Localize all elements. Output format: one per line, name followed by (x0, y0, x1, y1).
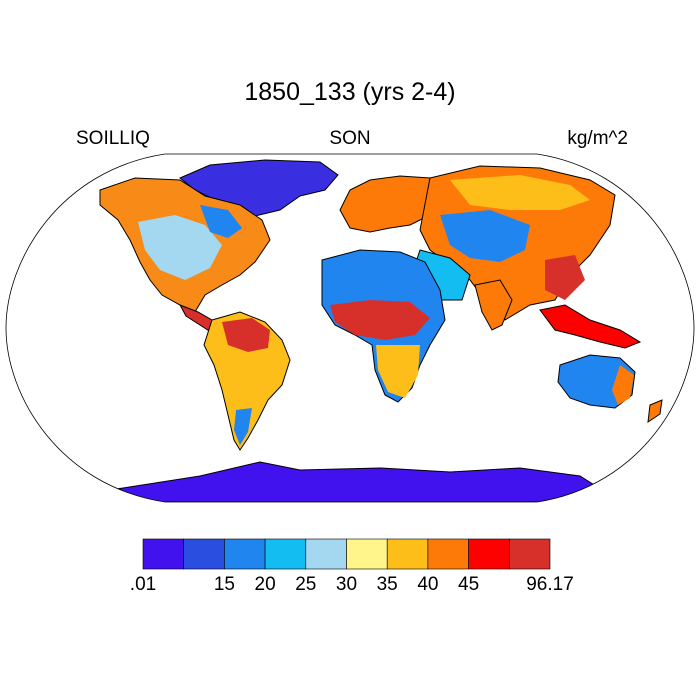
colorbar-swatch (183, 538, 225, 570)
new-zealand-region (647, 399, 663, 424)
colorbar (142, 538, 551, 570)
colorbar-swatch (427, 538, 469, 570)
land-fields (99, 159, 663, 502)
southeast-asia-region (539, 304, 642, 349)
india-region (474, 279, 513, 331)
globe-outline (5, 153, 695, 503)
colorbar-tick-label: 45 (458, 574, 480, 595)
colorbar-swatch (264, 538, 307, 570)
antarctica-region (109, 461, 611, 502)
patagonia-region (234, 408, 252, 445)
colorbar-tick-label: 40 (417, 574, 439, 595)
colorbar-tick-label: 35 (376, 574, 398, 595)
variable-label: SOILLIQ (76, 128, 150, 149)
units-label: kg/m^2 (567, 128, 628, 149)
canada-east-region (200, 205, 242, 238)
east-asia-region (545, 255, 585, 300)
colorbar-tick-label: .01 (129, 574, 157, 595)
sahel-region (330, 300, 430, 340)
colorbar-swatch (305, 538, 347, 570)
south-america-region (203, 311, 291, 451)
map-title: 1850_133 (yrs 2-4) (244, 78, 456, 106)
colorbar-swatch (468, 538, 510, 570)
central-asia-region (440, 210, 530, 262)
colorbar-swatch (346, 538, 388, 570)
colorbar-swatch (224, 538, 266, 570)
southern-africa-region (376, 345, 420, 398)
colorbar-tick-label: 25 (295, 574, 317, 595)
colorbar-tick-label: 30 (335, 574, 358, 595)
north-america-interior (138, 215, 222, 280)
colorbar-swatch (386, 538, 429, 570)
australia-coast-region (612, 365, 634, 405)
colorbar-tick-label: 15 (213, 574, 235, 595)
siberia-region (450, 175, 590, 210)
season-label: SON (329, 128, 371, 149)
colorbar-swatch (508, 538, 551, 570)
colorbar-tick-label: 96.17 (526, 574, 574, 595)
colorbar-tick-label: 20 (254, 574, 276, 595)
colorbar-swatch (142, 538, 185, 570)
amazon-region (222, 318, 270, 352)
